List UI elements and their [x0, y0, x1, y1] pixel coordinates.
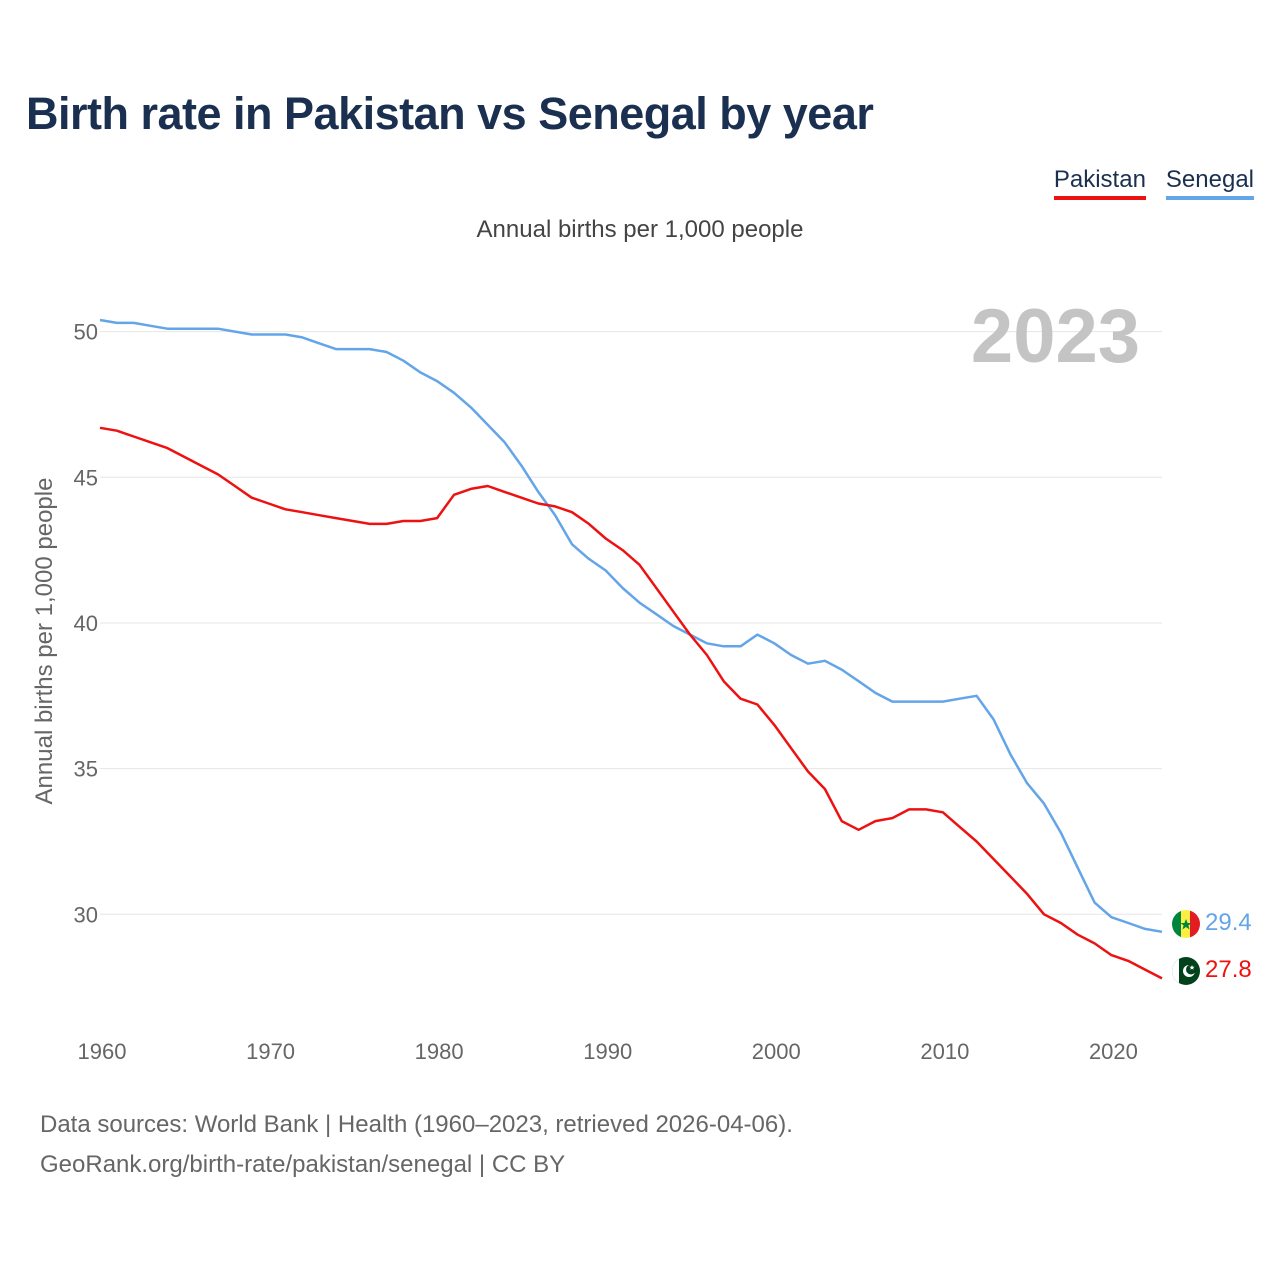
- chart-title: Birth rate in Pakistan vs Senegal by yea…: [26, 88, 874, 139]
- x-tick-label: 2020: [1089, 1039, 1138, 1064]
- x-tick-label: 1960: [78, 1039, 127, 1064]
- series-line-pakistan[interactable]: [99, 426, 1163, 980]
- senegal-end-label: 29.4: [1205, 909, 1252, 936]
- x-tick-label: 2000: [752, 1039, 801, 1064]
- legend-item-pakistan[interactable]: Pakistan: [1053, 166, 1146, 200]
- x-tick-label: 1980: [415, 1039, 464, 1064]
- x-tick-label: 1970: [246, 1039, 295, 1064]
- legend: Pakistan Senegal: [1053, 166, 1254, 200]
- chart-subtitle: Annual births per 1,000 people: [476, 216, 804, 243]
- legend-item-senegal[interactable]: Senegal: [1165, 166, 1254, 200]
- y-tick-label: 45: [74, 465, 98, 490]
- y-axis-label: Annual births per 1,000 people: [31, 478, 58, 805]
- y-tick-label: 35: [74, 757, 98, 782]
- footer: Data sources: World Bank | Health (1960–…: [40, 1105, 793, 1185]
- y-axis-ticks: 30 35 40 45 50: [74, 320, 98, 928]
- grid-lines: [100, 331, 1162, 915]
- y-tick-label: 50: [74, 320, 98, 345]
- pakistan-flag-icon: [1172, 957, 1200, 985]
- footer-credit[interactable]: GeoRank.org/birth-rate/pakistan/senegal …: [40, 1151, 566, 1178]
- series-line-senegal[interactable]: [99, 318, 1163, 934]
- y-tick-label: 30: [74, 902, 98, 927]
- pakistan-end-label: 27.8: [1205, 956, 1252, 983]
- x-tick-label: 1990: [583, 1039, 632, 1064]
- series-lines: [99, 318, 1163, 980]
- footer-sources: Data sources: World Bank | Health (1960–…: [40, 1111, 793, 1138]
- x-axis-ticks: 1960 1970 1980 1990 2000 2010 2020: [78, 1039, 1138, 1064]
- x-tick-label: 2010: [920, 1039, 969, 1064]
- senegal-flag-icon: [1172, 910, 1200, 938]
- year-watermark: 2023: [971, 294, 1140, 379]
- y-tick-label: 40: [74, 611, 98, 636]
